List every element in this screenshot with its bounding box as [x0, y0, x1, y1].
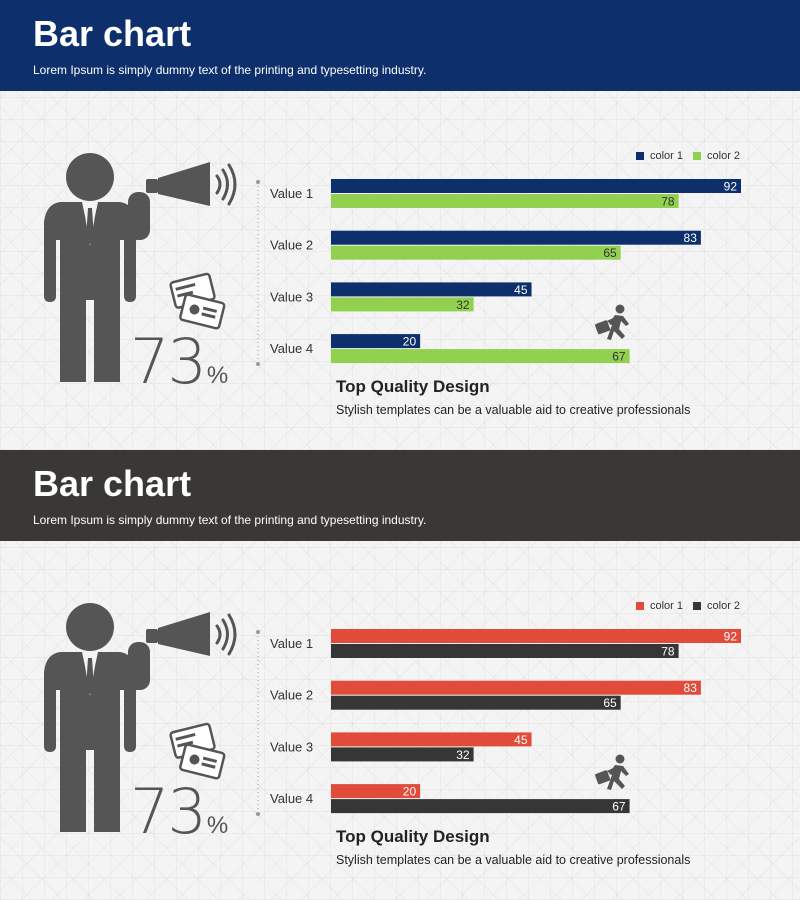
- bar-series-2: [331, 245, 621, 260]
- tie: [86, 208, 94, 244]
- category-label: Value 4: [270, 791, 313, 806]
- bar-value-label: 92: [724, 180, 738, 194]
- bar-series-2: [331, 297, 474, 312]
- percent-value: 73: [130, 775, 207, 848]
- legend-label-series-2: color 2: [707, 600, 741, 612]
- header-title: Bar chart: [33, 13, 192, 54]
- category-label: Value 4: [270, 341, 313, 356]
- legend-swatch-series-1: [636, 152, 644, 160]
- person-with-megaphone-illustration: [44, 153, 237, 382]
- bar-chart: Value 1 92 78 Value 2 83 65 Value 3 45 32 Value 4…: [256, 629, 741, 816]
- bar-series-1: [331, 784, 421, 799]
- category-label: Value 2: [270, 238, 313, 253]
- guide-dot-top: [256, 180, 260, 184]
- guide-dot-bottom: [256, 362, 260, 366]
- category-label: Value 1: [270, 636, 313, 651]
- bar-value-label: 83: [684, 681, 698, 695]
- legend-label-series-1: color 1: [650, 600, 684, 612]
- bar-value-label: 78: [661, 195, 675, 209]
- legend-item-series-1: color 1: [636, 150, 683, 162]
- bar-value-label: 67: [612, 350, 626, 364]
- bar-series-2: [331, 644, 679, 658]
- bar-series-2: [331, 747, 474, 762]
- bar-value-label: 32: [456, 298, 470, 312]
- bar-value-label: 83: [684, 231, 698, 245]
- bar-series-1: [331, 680, 701, 695]
- slide-1: Bar chart Lorem Ipsum is simply dummy te…: [0, 0, 800, 450]
- bar-value-label: 45: [514, 283, 528, 297]
- guide-dot-top: [256, 630, 260, 634]
- header-banner: Bar chart Lorem Ipsum is simply dummy te…: [0, 0, 800, 91]
- bar-series-1: [331, 230, 701, 245]
- percent-value: 73: [130, 325, 207, 398]
- bar-value-label: 32: [456, 748, 470, 762]
- bar-series-1: [331, 732, 532, 747]
- bar-series-2: [331, 695, 621, 710]
- bar-series-2: [331, 349, 630, 364]
- header-banner: Bar chart Lorem Ipsum is simply dummy te…: [0, 450, 800, 541]
- bar-value-label: 20: [403, 785, 417, 799]
- tie: [86, 658, 94, 694]
- legend-item-series-2: color 2: [693, 150, 740, 162]
- category-label: Value 2: [270, 688, 313, 703]
- megaphone-icon: [146, 612, 210, 656]
- bar-series-1: [331, 179, 741, 193]
- sound-waves-icon: [215, 163, 237, 206]
- legend-swatch-series-2: [693, 602, 702, 610]
- slide-2: Bar chart Lorem Ipsum is simply dummy te…: [0, 450, 800, 900]
- id-cards-icon: [169, 722, 226, 780]
- bar-value-label: 78: [661, 645, 675, 659]
- legend-swatch-series-1: [636, 602, 644, 610]
- bar-value-label: 20: [403, 335, 417, 349]
- header-title: Bar chart: [33, 463, 192, 504]
- bar-series-2: [331, 799, 630, 814]
- bar-value-label: 67: [612, 800, 626, 814]
- person-with-megaphone-illustration: [44, 603, 237, 832]
- percent-sign: %: [206, 812, 229, 839]
- category-label: Value 1: [270, 186, 313, 201]
- bar-series-2: [331, 194, 679, 208]
- category-label: Value 3: [270, 739, 313, 754]
- category-label: Value 3: [270, 289, 313, 304]
- running-businessman-icon: [595, 754, 629, 790]
- bar-value-label: 65: [603, 246, 617, 260]
- percent-display: 73%: [130, 775, 228, 848]
- bar-chart: Value 1 92 78 Value 2 83 65 Value 3 45 32 Value 4…: [256, 179, 741, 366]
- bar-value-label: 92: [724, 630, 738, 644]
- bar-series-1: [331, 282, 532, 297]
- legend-item-series-1: color 1: [636, 600, 683, 612]
- bar-value-label: 45: [514, 733, 528, 747]
- bar-value-label: 65: [603, 696, 617, 710]
- running-businessman-icon: [595, 304, 629, 340]
- guide-dot-bottom: [256, 812, 260, 816]
- id-cards-icon: [169, 272, 226, 330]
- header-subtitle: Lorem Ipsum is simply dummy text of the …: [33, 63, 427, 77]
- chart-legend: color 1 color 2: [636, 600, 750, 612]
- megaphone-icon: [146, 162, 210, 206]
- bottom-title: Top Quality Design: [336, 827, 490, 846]
- bottom-description: Stylish templates can be a valuable aid …: [336, 853, 691, 867]
- bottom-description: Stylish templates can be a valuable aid …: [336, 403, 691, 417]
- percent-sign: %: [206, 362, 229, 389]
- legend-swatch-series-2: [693, 152, 702, 160]
- bar-series-1: [331, 629, 741, 643]
- header-subtitle: Lorem Ipsum is simply dummy text of the …: [33, 513, 427, 527]
- sound-waves-icon: [215, 613, 237, 656]
- bottom-title: Top Quality Design: [336, 377, 490, 396]
- legend-label-series-1: color 1: [650, 150, 684, 162]
- person-icon: [44, 153, 150, 382]
- bar-series-1: [331, 334, 421, 349]
- legend-item-series-2: color 2: [693, 600, 740, 612]
- percent-display: 73%: [130, 325, 228, 398]
- person-icon: [44, 603, 150, 832]
- legend-label-series-2: color 2: [707, 150, 741, 162]
- chart-legend: color 1 color 2: [636, 150, 750, 162]
